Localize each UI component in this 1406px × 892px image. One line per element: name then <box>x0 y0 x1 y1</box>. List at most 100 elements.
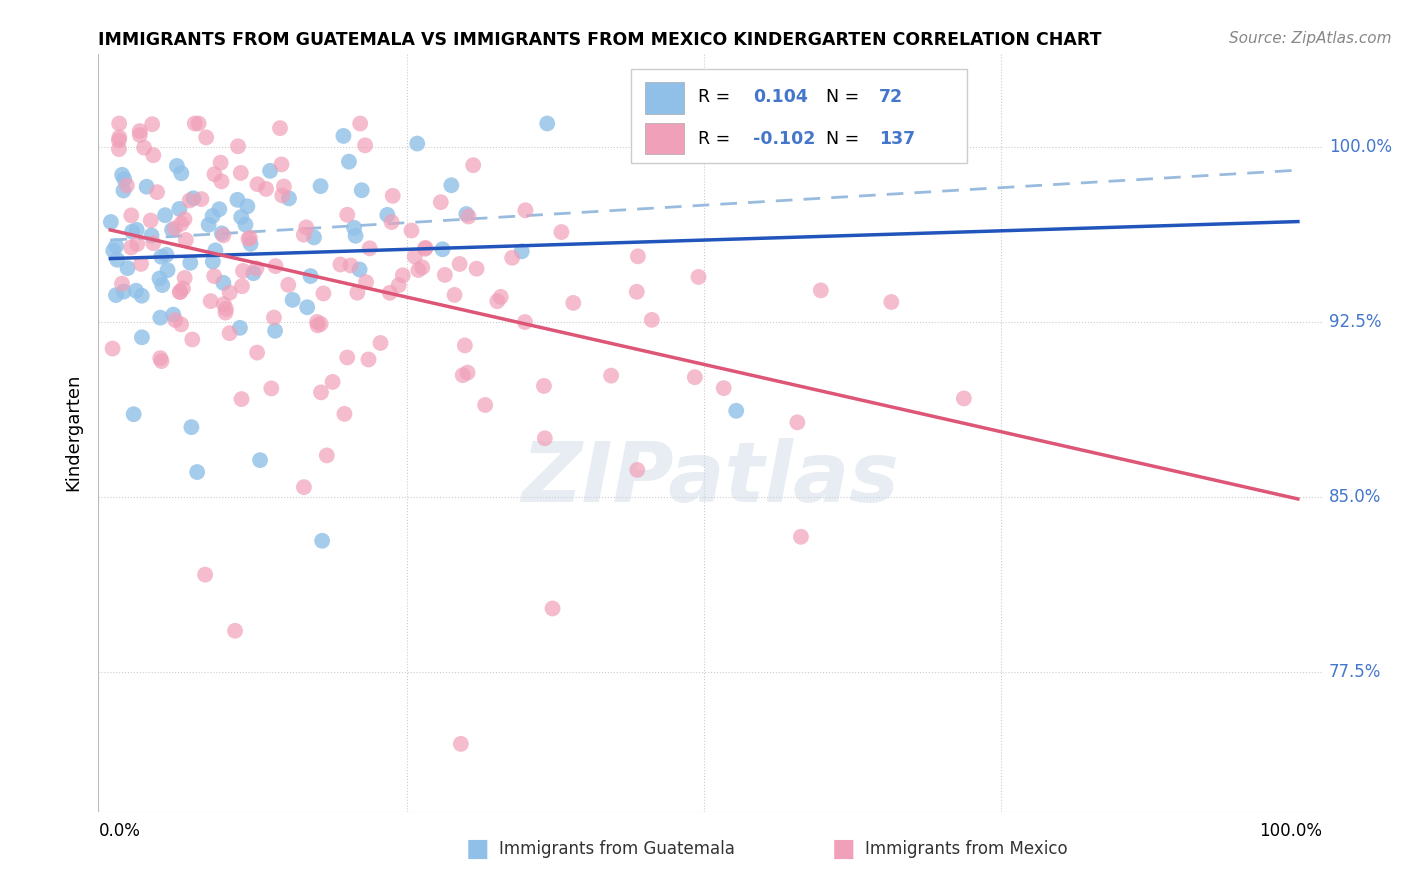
Point <box>160 223 183 237</box>
Point <box>627 249 650 263</box>
Point <box>277 277 299 292</box>
Point <box>174 233 197 247</box>
Point <box>375 208 398 222</box>
Point <box>156 263 179 277</box>
Point <box>186 465 208 479</box>
Point <box>465 261 488 276</box>
Point <box>146 185 169 199</box>
Point <box>125 284 148 298</box>
Point <box>413 242 436 256</box>
Point <box>786 415 808 429</box>
Text: 0.104: 0.104 <box>752 87 807 106</box>
Point <box>200 294 222 309</box>
Point <box>239 236 262 251</box>
Point <box>359 241 381 255</box>
Point <box>332 128 354 143</box>
Point <box>810 284 832 298</box>
Point <box>688 269 710 284</box>
Point <box>292 227 315 242</box>
Point <box>411 260 433 275</box>
Point <box>149 351 172 365</box>
Text: Immigrants from Mexico: Immigrants from Mexico <box>865 840 1067 858</box>
Point <box>370 335 392 350</box>
Point <box>105 288 128 302</box>
Point <box>295 300 318 314</box>
Point <box>187 116 209 130</box>
Point <box>204 167 226 181</box>
Point <box>202 269 225 284</box>
Text: -0.102: -0.102 <box>752 130 815 148</box>
Point <box>150 250 173 264</box>
Point <box>350 183 373 197</box>
Point <box>449 257 471 271</box>
Point <box>238 232 260 246</box>
Point <box>165 313 187 327</box>
Point <box>713 381 735 395</box>
Point <box>170 318 193 332</box>
Point <box>150 354 173 368</box>
Point <box>246 178 269 192</box>
Point <box>299 269 322 284</box>
Point <box>117 261 139 276</box>
Point <box>880 295 903 310</box>
Point <box>486 294 509 309</box>
Text: 100.0%: 100.0% <box>1329 138 1392 156</box>
Point <box>626 285 648 299</box>
Point <box>456 207 478 221</box>
Point <box>108 133 131 147</box>
Point <box>232 264 254 278</box>
Point <box>231 392 253 406</box>
Point <box>489 290 512 304</box>
Point <box>454 338 477 352</box>
Point <box>259 164 281 178</box>
Point <box>141 117 163 131</box>
Point <box>562 296 585 310</box>
Point <box>132 141 155 155</box>
Point <box>131 289 153 303</box>
Text: Source: ZipAtlas.com: Source: ZipAtlas.com <box>1229 31 1392 46</box>
Text: Immigrants from Guatemala: Immigrants from Guatemala <box>499 840 735 858</box>
Point <box>121 225 143 239</box>
Point <box>474 398 496 412</box>
Point <box>197 218 219 232</box>
Point <box>510 244 533 259</box>
Point <box>215 301 238 316</box>
Point <box>180 420 202 434</box>
Point <box>725 404 748 418</box>
Point <box>550 225 572 239</box>
Point <box>451 368 474 383</box>
Point <box>142 236 165 251</box>
Point <box>103 244 125 258</box>
Point <box>169 202 191 216</box>
Point <box>226 193 249 207</box>
Point <box>263 310 285 325</box>
Point <box>120 208 142 222</box>
Point <box>246 345 269 359</box>
Text: 137: 137 <box>879 130 915 148</box>
Point <box>231 210 253 224</box>
Point <box>108 130 131 145</box>
Point <box>683 370 706 384</box>
Point <box>600 368 623 383</box>
Point <box>231 279 253 293</box>
Y-axis label: Kindergarten: Kindergarten <box>65 374 83 491</box>
Point <box>170 166 193 180</box>
Point <box>329 258 352 272</box>
Point <box>201 254 224 268</box>
Point <box>100 215 122 229</box>
Point <box>179 256 201 270</box>
Point <box>166 159 188 173</box>
Point <box>112 285 135 299</box>
Point <box>378 285 401 300</box>
Point <box>105 239 128 253</box>
Point <box>440 178 463 193</box>
Point <box>139 213 162 227</box>
Point <box>141 228 163 243</box>
Point <box>541 601 564 615</box>
Point <box>337 154 360 169</box>
Point <box>433 268 456 282</box>
Point <box>349 116 371 130</box>
Point <box>380 215 402 229</box>
Text: N =: N = <box>827 130 865 148</box>
Point <box>349 262 371 277</box>
